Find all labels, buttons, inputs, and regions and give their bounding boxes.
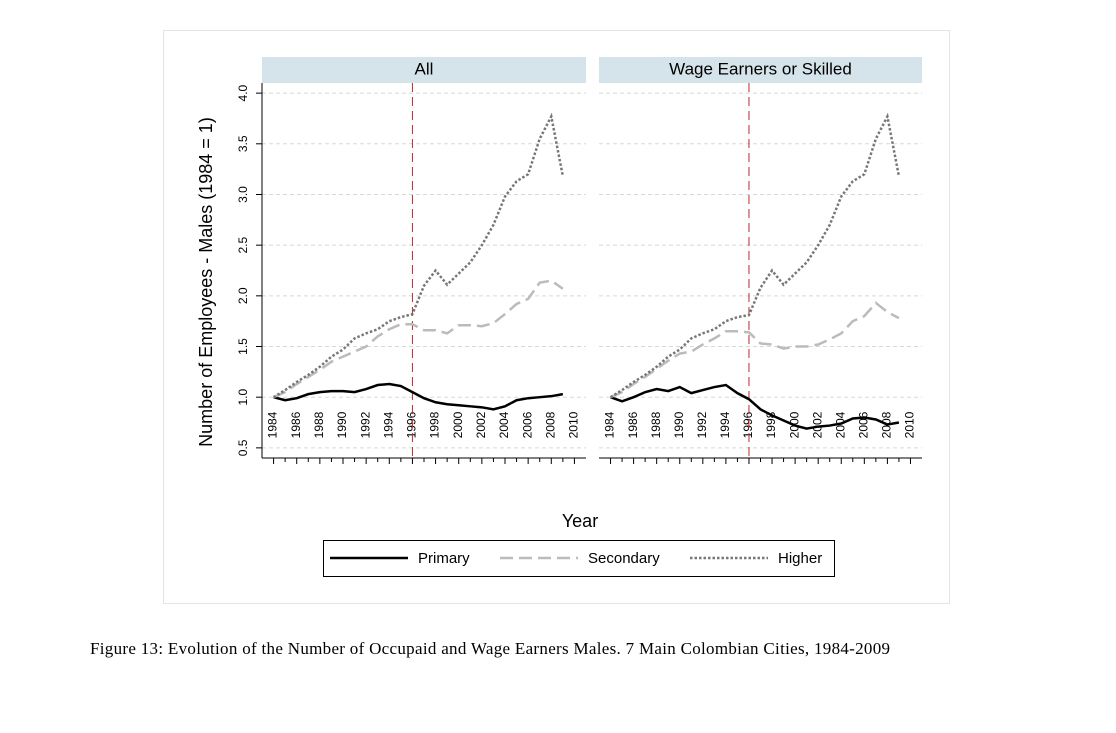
- series-line: [610, 301, 900, 399]
- x-tick-label: 1984: [603, 411, 617, 438]
- panel-strip: [262, 57, 586, 83]
- x-tick-label: 2002: [474, 411, 488, 438]
- x-tick-label: 1984: [266, 411, 280, 438]
- x-tick-label: 1986: [289, 411, 303, 438]
- x-tick-label: 1998: [764, 411, 778, 438]
- panel-title: All: [415, 59, 434, 78]
- series-line: [610, 383, 900, 430]
- x-axis-label: Year: [562, 511, 598, 531]
- panel-strip: [599, 57, 922, 83]
- legend-label: Primary: [418, 550, 470, 567]
- x-tick-label: 1988: [312, 411, 326, 438]
- x-tick-label: 1996: [741, 411, 755, 438]
- panel-title: Wage Earners or Skilled: [669, 59, 852, 78]
- series-line: [609, 112, 901, 399]
- y-tick-label: 4.0: [236, 84, 250, 101]
- x-tick-label: 1994: [718, 411, 732, 438]
- x-tick-label: 1986: [626, 411, 640, 438]
- y-tick-label: 1.0: [236, 389, 250, 406]
- x-tick-label: 2010: [903, 411, 917, 438]
- y-tick-label: 1.5: [236, 338, 250, 355]
- x-tick-label: 1994: [381, 411, 395, 438]
- x-tick-label: 1990: [335, 411, 349, 438]
- series-line: [273, 279, 564, 399]
- legend-label: Secondary: [588, 550, 660, 567]
- x-tick-label: 1998: [428, 411, 442, 438]
- figure-frame: [163, 30, 950, 604]
- legend-label: Higher: [778, 550, 822, 567]
- x-tick-label: 1990: [672, 411, 686, 438]
- x-tick-label: 2008: [543, 411, 557, 438]
- x-tick-label: 2004: [497, 411, 511, 438]
- y-tick-label: 2.5: [236, 236, 250, 253]
- x-tick-label: 2000: [451, 411, 465, 438]
- caption: Figure 13: Evolution of the Number of Oc…: [90, 639, 891, 658]
- x-tick-label: 1992: [358, 411, 372, 438]
- x-tick-label: 2006: [856, 411, 870, 438]
- series-line: [273, 382, 564, 411]
- x-tick-label: 2010: [567, 411, 581, 438]
- y-tick-label: 0.5: [236, 439, 250, 456]
- x-tick-label: 2002: [810, 411, 824, 438]
- x-tick-label: 1992: [695, 411, 709, 438]
- y-tick-label: 2.0: [236, 287, 250, 304]
- x-tick-label: 1988: [649, 411, 663, 438]
- x-tick-label: 2006: [520, 411, 534, 438]
- y-tick-label: 3.0: [236, 186, 250, 203]
- y-axis-label: Number of Employees - Males (1984 = 1): [196, 117, 216, 447]
- x-tick-label: 1996: [405, 411, 419, 438]
- y-tick-label: 3.5: [236, 135, 250, 152]
